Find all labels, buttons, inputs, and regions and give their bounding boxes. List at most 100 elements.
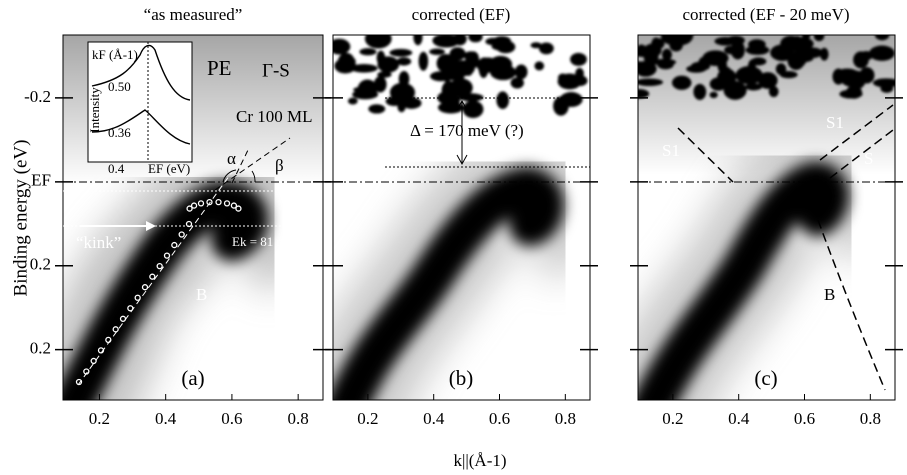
noise [449, 78, 473, 98]
x-tick-label: 0.2 [89, 409, 110, 428]
noise [770, 44, 795, 61]
annotation: S [864, 149, 873, 168]
marker [235, 205, 242, 212]
noise [489, 55, 513, 73]
axes: 0.2 0.4 0.6 0.8 -0.2 EF 0.2 0.2 0.2 0.4 0.6 0.8 0.2 0… [24, 87, 903, 428]
noise [496, 91, 510, 110]
annotation: Cr 100 ML [236, 107, 313, 126]
noise [638, 88, 650, 99]
annotation: Γ-S [262, 60, 290, 81]
x-tick-label: 0.8 [555, 409, 576, 428]
overlay-c [677, 104, 894, 391]
annotation: α [227, 149, 236, 168]
noise [357, 79, 378, 100]
noise [768, 86, 779, 98]
x-tick-label: 0.6 [794, 409, 815, 428]
noise [693, 83, 707, 100]
noise [364, 35, 392, 49]
noise [745, 45, 770, 55]
x-tick-label: 0.2 [662, 409, 683, 428]
annotation: 0.4 [108, 161, 125, 176]
annotation: B [824, 285, 835, 304]
marker [83, 368, 90, 375]
annotation: kF (Å-1) [92, 47, 138, 62]
noise [757, 72, 778, 89]
panel-label: (b) [449, 366, 474, 390]
panel-title: corrected (EF - 20 meV) [682, 5, 849, 24]
noise [723, 80, 747, 100]
noise [468, 35, 483, 43]
noise [874, 35, 890, 41]
annotation: Δ = 170 meV (?) [410, 121, 524, 140]
noise [750, 57, 767, 66]
noise [880, 84, 894, 93]
marker [185, 220, 193, 228]
noise [779, 71, 798, 79]
marker [230, 202, 238, 209]
noise [709, 91, 718, 99]
x-axis-label: k||(Å-1) [453, 451, 506, 470]
noise [396, 57, 412, 66]
marker [156, 262, 163, 270]
noise [853, 51, 869, 69]
marker [127, 305, 134, 312]
noise [638, 78, 664, 87]
noise [376, 50, 386, 66]
noise [530, 42, 542, 49]
intensity-map [333, 35, 590, 400]
noise [478, 58, 489, 79]
noise [736, 73, 760, 81]
noise [348, 97, 358, 105]
marker [163, 252, 171, 259]
noise [652, 58, 677, 66]
noise [787, 37, 814, 51]
y-tick-label: 0.2 [30, 339, 51, 358]
noise [389, 82, 416, 103]
noise [437, 72, 464, 81]
annotation: “kink” [76, 233, 121, 252]
marker [206, 199, 213, 206]
annotation: B [196, 285, 207, 304]
noise [869, 45, 895, 61]
marker [105, 336, 112, 344]
noise [371, 35, 382, 41]
overlay-a [63, 41, 323, 386]
y-tick-label: EF [31, 171, 51, 190]
marker [223, 200, 231, 207]
noise [841, 72, 864, 87]
x-tick-label: 0.4 [423, 409, 445, 428]
x-tick-label: 0.6 [489, 409, 510, 428]
x-tick-label: 0.4 [155, 409, 177, 428]
x-tick-label: 0.8 [288, 409, 309, 428]
x-tick-label: 0.8 [860, 409, 881, 428]
noise [462, 100, 484, 119]
noise [514, 64, 528, 80]
noise [534, 61, 545, 71]
noise [813, 35, 825, 42]
noise [832, 68, 845, 85]
marker [90, 357, 97, 365]
marker [178, 231, 185, 238]
marker [186, 205, 193, 212]
noise [350, 63, 378, 73]
panel-title: “as measured” [144, 5, 243, 24]
intensity-map [638, 35, 895, 400]
panel-label: (c) [754, 366, 777, 390]
noise [377, 71, 392, 78]
noise [418, 51, 429, 71]
x-tick-label: 0.4 [728, 409, 750, 428]
marker [75, 378, 83, 386]
noise [401, 97, 422, 109]
noise [449, 47, 466, 61]
marker [215, 199, 222, 206]
annotation: Ek = 81 meV [232, 234, 302, 249]
noise [491, 42, 514, 51]
marker [134, 294, 141, 301]
annotation: EF (eV) [148, 161, 190, 176]
noise [745, 83, 763, 91]
noise [717, 68, 737, 86]
noise [714, 37, 737, 46]
annotation: S1 [826, 113, 844, 132]
noise [698, 56, 709, 70]
